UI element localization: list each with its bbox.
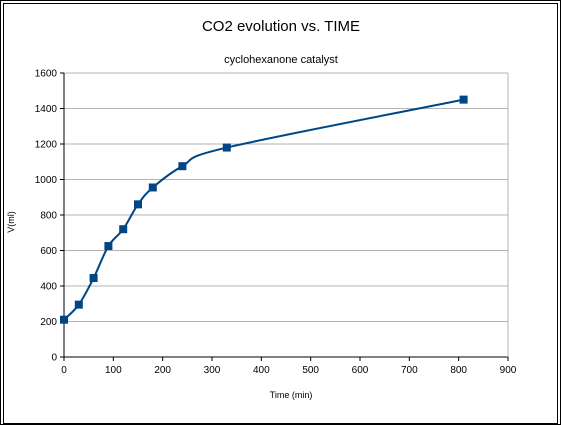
y-axis-label: V(ml) — [6, 211, 16, 233]
y-tick-label: 1000 — [35, 175, 58, 186]
data-point-marker — [459, 95, 468, 104]
y-tick-label: 400 — [40, 282, 57, 293]
x-tick-label: 500 — [302, 365, 319, 376]
series — [60, 95, 468, 324]
x-axis-label: Time (min) — [270, 390, 313, 400]
data-point-marker — [134, 200, 142, 209]
y-tick-label: 200 — [40, 317, 57, 328]
data-point-marker — [178, 162, 187, 171]
y-tick-label: 600 — [40, 246, 57, 257]
axes — [60, 72, 509, 361]
x-tick-label: 100 — [105, 365, 122, 376]
x-tick-label: 300 — [204, 365, 221, 376]
x-tick-label: 200 — [154, 365, 171, 376]
y-tick-label: 0 — [51, 353, 57, 364]
x-tick-labels: 0 100 200 300 400 500 600 700 800 900 — [61, 365, 517, 376]
gridlines — [64, 72, 508, 358]
data-point-marker — [148, 183, 157, 192]
y-tick-label: 800 — [40, 211, 57, 222]
data-point-marker — [60, 315, 68, 324]
series-line — [63, 98, 464, 321]
data-point-marker — [74, 300, 83, 309]
data-point-marker — [104, 242, 113, 251]
data-point-marker — [119, 225, 128, 234]
chart-title: CO2 evolution vs. TIME — [202, 18, 360, 35]
chart-inner-border — [3, 3, 558, 424]
x-tick-label: 600 — [352, 365, 369, 376]
x-tick-label: 0 — [61, 365, 67, 376]
x-tick-label: 700 — [401, 365, 418, 376]
y-tick-labels: 0 200 400 600 800 1000 1200 1400 1600 — [35, 69, 58, 364]
x-tick-label: 800 — [450, 365, 467, 376]
x-tick-label: 400 — [253, 365, 270, 376]
x-tick-label: 900 — [500, 365, 517, 376]
y-tick-label: 1400 — [35, 104, 58, 115]
chart-subtitle: cyclohexanone catalyst — [224, 54, 338, 66]
data-point-marker — [89, 274, 98, 283]
y-tick-label: 1200 — [35, 140, 58, 151]
y-tick-label: 1600 — [35, 69, 58, 80]
data-point-marker — [222, 143, 231, 152]
